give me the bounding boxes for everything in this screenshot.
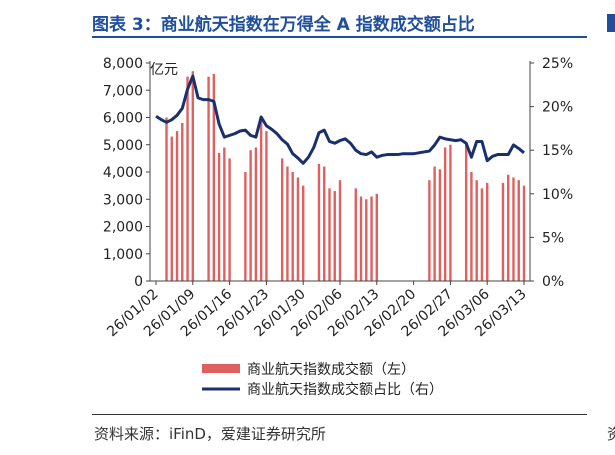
volume-bar [212,73,216,282]
legend-line-label: 商业航天指数成交额占比（右） [247,381,443,398]
right-tick-label: 0% [542,274,564,290]
left-tick-label: 7,000 [103,83,143,99]
volume-bar [323,166,326,281]
chart-title: 图表 3：商业航天指数在万得全 A 指数成交额占比 [92,15,475,35]
volume-bar [280,158,284,281]
left-tick-label: 1,000 [103,247,143,263]
volume-bar [317,163,321,281]
volume-bar [433,166,436,281]
next-panel-edge-glyph: 资 [607,425,615,443]
left-tick-label: 6,000 [103,111,143,127]
legend: 商业航天指数成交额（左） 商业航天指数成交额占比（右） [202,361,443,398]
left-tick-label: 4,000 [103,165,143,181]
legend-bar-label: 商业航天指数成交额（左） [247,361,415,378]
bar-series [165,71,526,282]
volume-bar [338,180,342,281]
volume-bar [249,150,252,281]
footer-rule [92,414,587,415]
legend-bar-swatch [202,364,240,373]
volume-bar [507,174,510,281]
volume-bar [244,172,247,281]
volume-bar [475,180,478,281]
left-tick-label: 0 [134,274,143,290]
next-panel-edge-bar [607,14,615,32]
volume-bar [470,172,473,281]
right-tick-label: 25% [542,56,573,72]
unit-label: 亿元 [150,62,178,78]
source-note: 资料来源：iFinD，爱建证券研究所 [94,425,326,443]
volume-bar [522,185,526,281]
volume-bar [501,182,505,281]
title-underline [92,36,587,38]
volume-bar [302,185,305,281]
volume-bar [517,180,520,281]
left-tick-label: 3,000 [103,192,143,208]
volume-bar [464,144,468,281]
volume-bar [428,180,431,281]
volume-bar [191,71,194,281]
volume-bar [328,188,331,281]
volume-bar [186,76,189,281]
volume-bar [365,199,368,281]
line-series [155,74,525,165]
left-tick-label: 5,000 [103,138,143,154]
volume-bar [217,152,221,281]
volume-bar [333,191,336,281]
volume-bar [286,166,289,281]
right-tick-label: 10% [542,187,573,203]
volume-bar [175,131,179,281]
chart-canvas: 0 1,000 2,000 3,000 4,000 5,000 6,000 7,000 8,00… [103,56,573,398]
right-tick-label: 5% [542,230,564,246]
right-tick-label: 20% [542,100,573,116]
volume-bar [449,144,452,281]
volume-bar [265,131,268,281]
volume-bar [254,147,258,281]
volume-bar [223,147,226,281]
volume-bar [170,136,173,281]
left-axis-ticks: 0 1,000 2,000 3,000 4,000 5,000 6,000 7,000 8,00… [103,56,150,290]
volume-bar [443,147,447,281]
x-axis-ticks: 26/01/0226/01/0926/01/1626/01/2326/01/30… [104,281,530,340]
volume-bar [259,117,263,281]
volume-bar [512,177,515,281]
volume-bar [370,196,373,281]
volume-bar [181,122,184,281]
volume-bar [165,117,168,281]
right-axis-ticks: 0% 5% 10% 15% 20% 25% [530,56,573,290]
volume-bar [296,177,300,281]
left-tick-label: 8,000 [103,56,143,72]
volume-bar [438,169,442,281]
volume-bar [228,158,231,281]
right-tick-label: 15% [542,143,573,159]
volume-bar [354,188,357,281]
volume-bar [486,182,489,281]
volume-bar [291,172,294,281]
volume-bar [375,193,378,281]
share-line [155,74,525,165]
volume-bar [480,188,484,281]
volume-bar [359,196,363,281]
left-tick-label: 2,000 [103,220,143,236]
volume-bar [207,76,210,281]
